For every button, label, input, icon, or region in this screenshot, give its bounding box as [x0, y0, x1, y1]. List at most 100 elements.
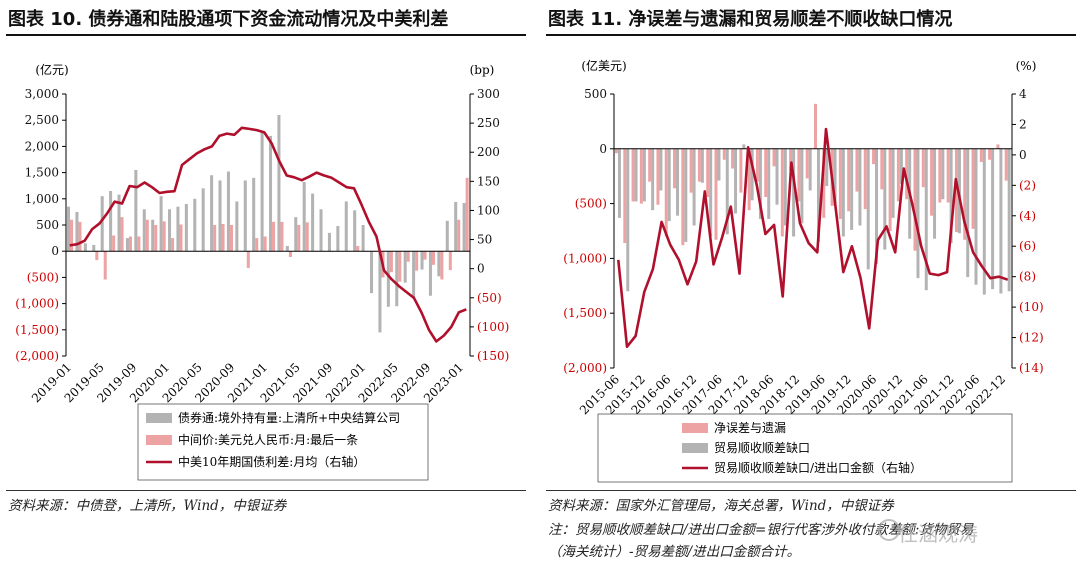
left-bar-2 [431, 251, 435, 265]
left-bar-1 [454, 201, 458, 252]
right-bar-1 [697, 148, 701, 182]
left-bar-2 [120, 217, 124, 252]
left-bar-1 [75, 211, 79, 252]
right-bar-1 [780, 148, 784, 237]
left-bar-1 [134, 169, 138, 252]
right-bar-1 [797, 148, 801, 202]
left-legend-label-1: 债券通:境外持有量:上清所+中央结算公司 [178, 410, 400, 425]
right-bar-2 [966, 148, 970, 278]
right-bar-2 [667, 148, 671, 222]
left-y-tick-label: 1,000 [25, 192, 59, 206]
right-legend-box [597, 413, 1013, 483]
left-y-tick-label: (1,000) [15, 297, 59, 311]
left-bar-1 [159, 196, 163, 252]
left-bar-2 [213, 225, 217, 252]
left-bar-2 [221, 223, 225, 252]
right-y2-tick-label: (2) [1019, 178, 1036, 192]
right-bar-2 [709, 148, 713, 237]
left-bar-1 [336, 226, 340, 252]
left-bar-2 [288, 251, 292, 257]
left-bar-1 [386, 251, 390, 307]
left-bar-1 [428, 251, 432, 296]
right-legend-label-2: 贸易顺收顺差缺口 [714, 440, 810, 455]
right-bar-2 [783, 148, 787, 226]
left-bar-1 [395, 251, 399, 307]
left-bar-1 [83, 243, 87, 252]
right-bar-2 [758, 148, 762, 219]
left-bar-2 [297, 225, 301, 252]
right-bar-2 [974, 148, 978, 285]
right-bar-2 [692, 148, 696, 226]
right-bar-2 [949, 148, 953, 244]
right-bar-1 [664, 148, 668, 237]
left-bar-2 [440, 251, 444, 280]
right-bar-1 [938, 148, 942, 203]
right-bar-2 [676, 148, 680, 216]
left-y2-tick-label: 200 [477, 145, 500, 159]
left-y2-tick-label: 300 [477, 87, 500, 101]
right-y-tick-label: (1,500) [563, 306, 607, 320]
left-bar-1 [226, 171, 230, 252]
left-y-tick-label: (500) [27, 270, 59, 284]
right-y2-unit-label: (%) [1016, 59, 1037, 73]
left-figure-title: 图表 10. 债券通和陆股通项下资金流动情况及中美利差 [8, 9, 449, 30]
right-bar-1 [789, 148, 793, 171]
left-bar-2 [272, 221, 276, 252]
right-legend-key-1 [682, 423, 708, 433]
right-bar-1 [888, 148, 892, 231]
watermark-icon [878, 519, 900, 541]
right-bar-1 [838, 148, 842, 219]
right-bottom-rule [546, 490, 1076, 491]
right-bar-1 [681, 148, 685, 246]
right-source-text: 资料来源：国家外汇管理局，海关总署，Wind，中银证券 [548, 498, 894, 514]
right-bar-2 [875, 148, 879, 264]
left-legend-label-2: 中间价:美元兑人民币:月:最后一条 [178, 432, 358, 447]
right-figure-title: 图表 11. 净误差与遗漏和贸易顺差不顺收缺口情况 [548, 9, 953, 30]
left-bar-1 [142, 209, 146, 252]
left-legend-key-2 [146, 435, 172, 445]
right-bar-2 [642, 148, 646, 202]
right-bar-1 [747, 148, 751, 211]
right-bar-1 [880, 148, 884, 190]
right-bar-1 [913, 148, 917, 251]
right-bar-1 [872, 148, 876, 165]
left-bar-1 [100, 196, 104, 252]
right-bar-2 [850, 148, 854, 230]
left-bar-2 [128, 236, 132, 252]
right-bar-2 [808, 148, 812, 191]
right-note-line-2: （海关统计）-贸易差额/进出口金额合计。 [548, 544, 801, 560]
right-bar-1 [847, 148, 851, 212]
right-bar-2 [933, 148, 937, 239]
left-bar-2 [398, 251, 402, 282]
left-y2-tick-label: 0 [477, 262, 485, 276]
left-bar-1 [420, 251, 424, 270]
left-y-tick-label: (2,000) [15, 349, 59, 363]
left-y2-tick-label: (100) [477, 320, 509, 334]
right-bar-1 [648, 148, 652, 182]
left-bar-1 [184, 204, 188, 252]
right-bar-1 [722, 148, 726, 160]
right-y-tick-label: 500 [584, 87, 607, 101]
right-bar-2 [775, 148, 779, 205]
right-bar-2 [833, 148, 837, 206]
left-bar-2 [406, 251, 410, 262]
right-bar-1 [731, 148, 735, 169]
right-legend-key-2 [682, 443, 708, 453]
left-figure-panel: 图表 10. 债券通和陆股通项下资金流动情况及中美利差 (亿元) (bp) 3,00… [0, 0, 532, 566]
left-bar-1 [218, 180, 222, 252]
right-bar-1 [623, 148, 627, 244]
right-bar-1 [863, 148, 867, 210]
right-y2-tick-label: (4) [1019, 209, 1036, 223]
right-y2-tick-label: (12) [1019, 331, 1044, 345]
left-bar-1 [269, 135, 273, 252]
left-y-unit-label: (亿元) [35, 62, 68, 77]
left-legend-label-3: 中美10年期国债利差:月均（右轴） [178, 454, 365, 469]
right-bar-1 [764, 148, 768, 198]
left-y-tick-label: 2,500 [25, 113, 59, 127]
left-bar-2 [145, 219, 149, 252]
left-bar-1 [252, 177, 256, 252]
left-bottom-rule [6, 490, 526, 491]
left-bar-2 [112, 235, 116, 252]
right-y-tick-label: 0 [599, 142, 607, 156]
right-bar-2 [792, 148, 796, 237]
